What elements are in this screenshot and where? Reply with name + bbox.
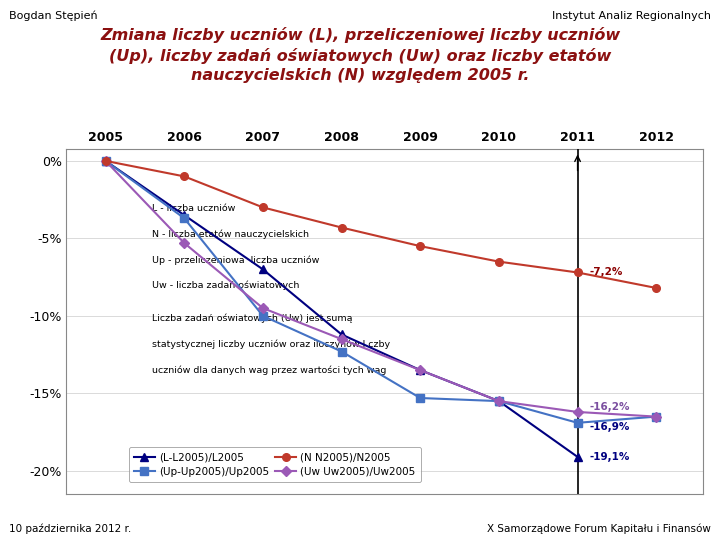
- Text: -16,2%: -16,2%: [590, 402, 630, 413]
- Text: Up - przeliczeniowa  liczba uczniów: Up - przeliczeniowa liczba uczniów: [152, 255, 320, 265]
- Text: Zmiana liczby uczniów (L), przeliczeniowej liczby uczniów: Zmiana liczby uczniów (L), przeliczeniow…: [100, 27, 620, 43]
- Text: uczniów dla danych wag przez wartości tych wag: uczniów dla danych wag przez wartości ty…: [152, 366, 387, 375]
- Text: N - liczba etatów nauczycielskich: N - liczba etatów nauczycielskich: [152, 229, 310, 239]
- Text: Bogdan Stępień: Bogdan Stępień: [9, 11, 98, 21]
- Text: statystycznej liczby uczniów oraz iloczynów l czby: statystycznej liczby uczniów oraz iloczy…: [152, 340, 390, 349]
- Text: (Up), liczby zadań oświatowych (Uw) oraz liczby etatów: (Up), liczby zadań oświatowych (Uw) oraz…: [109, 48, 611, 64]
- Legend: (L-L2005)/L2005, (Up-Up2005)/Up2005, (N N2005)/N2005, (Uw Uw2005)/Uw2005: (L-L2005)/L2005, (Up-Up2005)/Up2005, (N …: [129, 448, 420, 482]
- Text: Uw - liczba zadań oświatowych: Uw - liczba zadań oświatowych: [152, 281, 300, 291]
- Text: -7,2%: -7,2%: [590, 267, 623, 278]
- Text: nauczycielskich (N) względem 2005 r.: nauczycielskich (N) względem 2005 r.: [191, 68, 529, 83]
- Text: -19,1%: -19,1%: [590, 452, 630, 462]
- Text: Instytut Analiz Regionalnych: Instytut Analiz Regionalnych: [552, 11, 711, 21]
- Text: X Samorządowe Forum Kapitału i Finansów: X Samorządowe Forum Kapitału i Finansów: [487, 523, 711, 534]
- Text: L - liczba uczniów: L - liczba uczniów: [152, 204, 235, 213]
- Text: 10 października 2012 r.: 10 października 2012 r.: [9, 523, 132, 534]
- Text: Liczba zadań oświatowych (Uw) jest sumą: Liczba zadań oświatowych (Uw) jest sumą: [152, 314, 353, 323]
- Text: -16,9%: -16,9%: [590, 422, 630, 433]
